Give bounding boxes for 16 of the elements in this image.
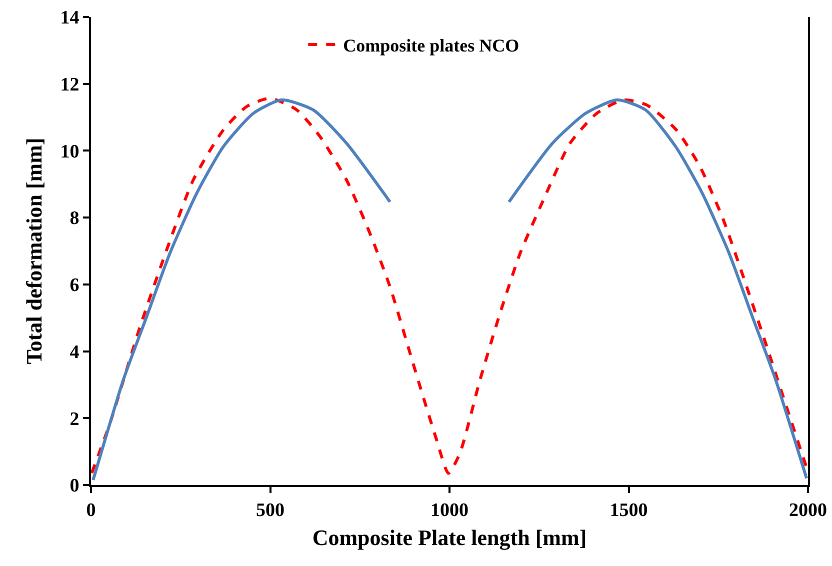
y-tick-label: 8 (70, 208, 80, 230)
y-tick-label: 14 (60, 8, 80, 29)
x-tick-label: 1000 (430, 500, 468, 521)
y-axis-title: Total deformation [mm] (22, 138, 46, 364)
y-tick-label: 4 (70, 342, 80, 363)
y-tick-label: 0 (70, 476, 80, 497)
y-tick-label: 6 (70, 275, 80, 296)
x-tick-label: 1500 (610, 500, 648, 521)
x-tick-label: 0 (86, 500, 96, 521)
y-tick-label: 12 (60, 74, 80, 96)
x-axis-title: Composite Plate length [mm] (312, 525, 587, 550)
x-tick-label: 500 (256, 500, 284, 521)
legend-label: Composite plates NCO (343, 36, 520, 56)
x-tick-label: 2000 (789, 500, 827, 521)
y-tick-label: 10 (60, 141, 80, 162)
y-tick-label: 2 (70, 408, 80, 430)
